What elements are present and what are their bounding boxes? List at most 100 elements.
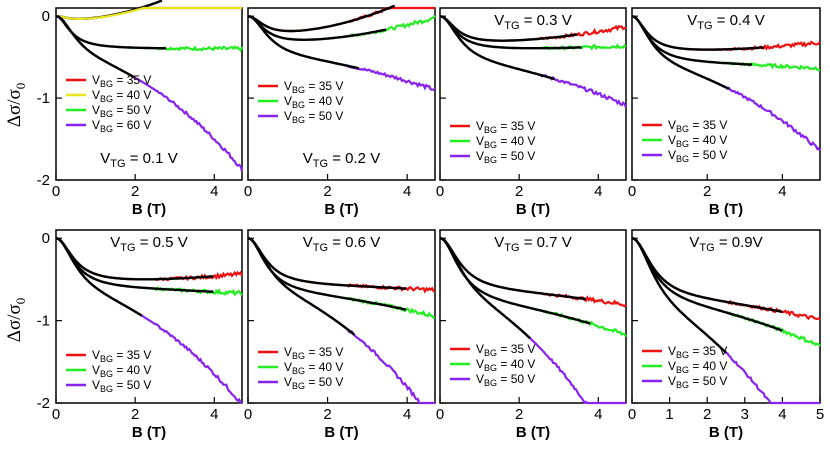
legend-label: VBG = 50 V bbox=[476, 149, 535, 165]
fit-line bbox=[631, 237, 783, 313]
plot-frame bbox=[247, 229, 436, 404]
x-tick-label: 0 bbox=[436, 406, 444, 423]
x-tick-label: 2 bbox=[703, 183, 711, 200]
legend-label: VBG = 50 V bbox=[668, 374, 727, 390]
plot-frame bbox=[631, 229, 821, 404]
series-line-vbg-40V bbox=[631, 237, 821, 347]
legend-label: VBG = 50 V bbox=[92, 378, 151, 394]
fit-line bbox=[247, 237, 356, 336]
x-tick-label: 0 bbox=[244, 406, 252, 423]
plot-frame bbox=[439, 7, 627, 181]
legend-label: VBG = 40 V bbox=[476, 134, 535, 150]
series-line-vbg-35V bbox=[247, 6, 435, 33]
x-tick-label: 4 bbox=[403, 183, 411, 200]
legend-label: VBG = 50 V bbox=[284, 109, 343, 125]
series-line-vbg-40V bbox=[439, 237, 627, 338]
legend-label: VBG = 40 V bbox=[476, 357, 535, 373]
series-line-vbg-35V bbox=[56, 6, 242, 20]
panel-title-vtg: VTG = 0.6 V bbox=[303, 234, 380, 254]
x-tick-label: 2 bbox=[515, 406, 523, 423]
x-axis-label: B (T) bbox=[709, 424, 743, 441]
legend-label: VBG = 60 V bbox=[92, 118, 151, 134]
x-tick-label: 3 bbox=[741, 406, 749, 423]
x-axis-label: B (T) bbox=[324, 201, 358, 218]
fit-line bbox=[55, 237, 214, 281]
x-tick-label: 4 bbox=[594, 183, 602, 200]
x-tick-label: 0 bbox=[52, 183, 60, 200]
x-axis-label: B (T) bbox=[516, 201, 550, 218]
x-tick-label: 0 bbox=[52, 406, 60, 423]
x-axis-label: B (T) bbox=[516, 424, 550, 441]
x-axis-label: B (T) bbox=[324, 424, 358, 441]
fit-line bbox=[247, 15, 387, 41]
fit-line bbox=[247, 237, 407, 290]
legend-label: VBG = 35 V bbox=[92, 73, 151, 89]
legend-label: VBG = 40 V bbox=[284, 94, 343, 110]
fit-line bbox=[55, 237, 214, 293]
x-tick-label: 5 bbox=[816, 406, 824, 423]
panel-title-vtg: VTG = 0.2 V bbox=[303, 150, 380, 170]
fit-line bbox=[247, 4, 396, 33]
y-tick-label: -1 bbox=[37, 313, 50, 330]
x-tick-label: 4 bbox=[778, 406, 786, 423]
fit-line bbox=[631, 237, 783, 332]
fit-line bbox=[55, 237, 143, 317]
legend-label: VBG = 50 V bbox=[668, 148, 727, 164]
panel-title-vtg: VTG = 0.5 V bbox=[110, 234, 187, 254]
fit-line bbox=[631, 15, 764, 51]
x-tick-label: 0 bbox=[436, 183, 444, 200]
x-tick-label: 1 bbox=[665, 406, 673, 423]
y-axis-label: Δσ/σ0 bbox=[4, 83, 28, 127]
panel-title-vtg: VTG = 0.1 V bbox=[100, 150, 177, 170]
plot-frame bbox=[247, 7, 436, 181]
x-axis-label: B (T) bbox=[709, 201, 743, 218]
y-tick-label: -2 bbox=[37, 172, 50, 189]
legend-label: VBG = 35 V bbox=[476, 119, 535, 135]
x-tick-label: 4 bbox=[594, 406, 602, 423]
x-tick-label: 2 bbox=[323, 406, 331, 423]
y-tick-label: 0 bbox=[42, 230, 50, 247]
x-tick-label: 0 bbox=[628, 183, 636, 200]
legend-label: VBG = 35 V bbox=[668, 344, 727, 360]
plot-frame bbox=[439, 229, 627, 404]
x-tick-label: 0 bbox=[628, 406, 636, 423]
x-tick-label: 2 bbox=[515, 183, 523, 200]
x-tick-label: 4 bbox=[403, 406, 411, 423]
fit-line bbox=[55, 15, 136, 79]
legend-label: VBG = 40 V bbox=[92, 88, 151, 104]
panel-title-vtg: VTG = 0.7 V bbox=[494, 234, 571, 254]
x-tick-label: 4 bbox=[210, 406, 218, 423]
x-tick-label: 4 bbox=[778, 183, 786, 200]
plot-frame bbox=[631, 7, 821, 181]
x-tick-label: 4 bbox=[210, 183, 218, 200]
panel-title-vtg: VTG = 0.3 V bbox=[494, 12, 571, 32]
legend-label: VBG = 40 V bbox=[668, 133, 727, 149]
panel-title-vtg: VTG = 0.4 V bbox=[687, 12, 764, 32]
y-tick-label: -2 bbox=[37, 395, 50, 412]
x-tick-label: 2 bbox=[703, 406, 711, 423]
fit-line bbox=[439, 15, 582, 50]
legend-label: VBG = 40 V bbox=[92, 363, 151, 379]
legend-label: VBG = 35 V bbox=[284, 345, 343, 361]
legend-label: VBG = 35 V bbox=[284, 79, 343, 95]
legend-label: VBG = 40 V bbox=[284, 360, 343, 376]
legend-label: VBG = 50 V bbox=[92, 103, 151, 119]
legend-label: VBG = 35 V bbox=[92, 348, 151, 364]
x-tick-label: 2 bbox=[131, 183, 139, 200]
x-tick-label: 2 bbox=[323, 183, 331, 200]
fit-line bbox=[631, 15, 730, 90]
legend-label: VBG = 40 V bbox=[668, 359, 727, 375]
y-tick-label: -1 bbox=[37, 90, 50, 107]
y-tick-label: 0 bbox=[42, 8, 50, 25]
legend-label: VBG = 50 V bbox=[284, 375, 343, 391]
series-line-vbg-40V bbox=[56, 6, 242, 20]
x-axis-label: B (T) bbox=[132, 201, 166, 218]
